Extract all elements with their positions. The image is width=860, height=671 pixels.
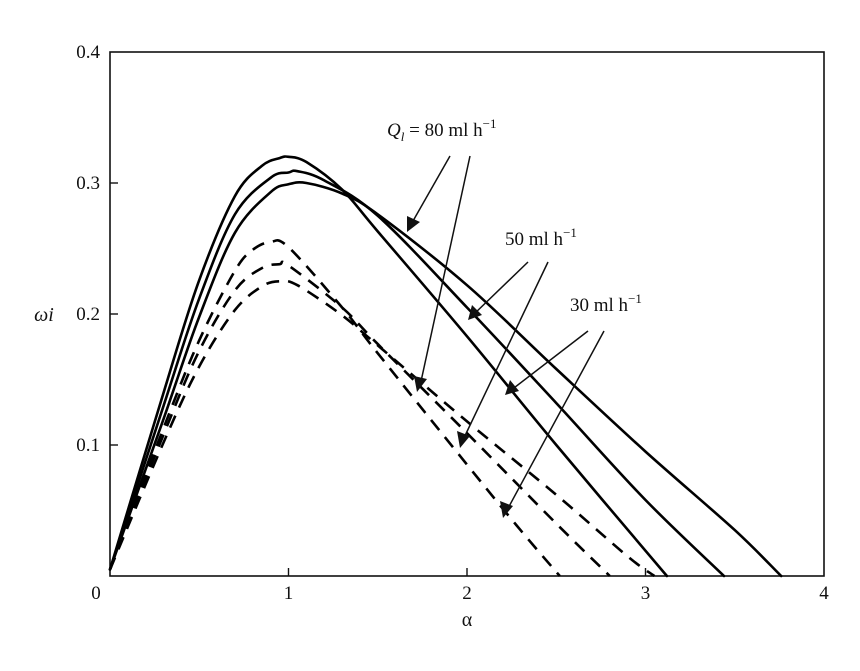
pointers xyxy=(407,155,605,518)
annotation-80: Ql = 80 ml h−1 xyxy=(387,116,496,144)
annotation-80-text: = 80 ml h xyxy=(404,120,483,141)
curve-dashed-30 xyxy=(108,239,561,577)
annotation-50-sup: −1 xyxy=(563,225,577,240)
pointer-30-dashed xyxy=(505,330,605,513)
x-tick-label-2: 2 xyxy=(462,583,472,604)
arrowhead-30-solid xyxy=(505,380,519,395)
arrowhead-80-solid xyxy=(407,216,420,232)
pointer-30-solid xyxy=(509,330,589,392)
x-axis-label: α xyxy=(462,609,473,631)
curve-dashed-80 xyxy=(108,279,656,578)
pointer-80-dashed xyxy=(419,155,471,387)
x-tick-label-4: 4 xyxy=(819,583,829,604)
x-ticks xyxy=(287,568,647,576)
arrowhead-50-solid xyxy=(468,305,482,320)
y-axis-label: ωi xyxy=(34,304,54,326)
annotation-80-sub: l xyxy=(401,129,405,144)
y-tick-label-0.4: 0.4 xyxy=(76,42,100,63)
y-axis-label-symbol: ωi xyxy=(34,304,54,326)
arrowhead-50-dashed xyxy=(457,431,470,448)
curve-solid-30 xyxy=(108,155,669,578)
annotation-80-q: Q xyxy=(387,120,401,141)
annotation-50-text: 50 ml h xyxy=(505,229,564,250)
x-tick-label-3: 3 xyxy=(641,583,651,604)
annotation-30-sup: −1 xyxy=(628,291,642,306)
arrowhead-80-dashed xyxy=(414,376,427,392)
y-tick-label-0.1: 0.1 xyxy=(76,435,100,456)
annotation-50: 50 ml h−1 xyxy=(505,225,577,250)
y-ticks xyxy=(110,182,118,446)
annotation-80-sup: −1 xyxy=(483,116,497,131)
pointer-50-dashed xyxy=(461,261,549,443)
annotation-30-text: 30 ml h xyxy=(570,295,629,316)
curve-solid-80 xyxy=(108,181,783,578)
y-tick-label-0.2: 0.2 xyxy=(76,304,100,325)
curve-solid-50 xyxy=(108,169,726,578)
arrowhead-30-dashed xyxy=(500,501,513,518)
curves-group xyxy=(108,155,783,578)
curve-dashed-50 xyxy=(108,260,611,577)
pointer-80-solid xyxy=(408,155,451,229)
pointer-50-solid xyxy=(471,261,529,317)
y-tick-label-0.3: 0.3 xyxy=(76,173,100,194)
annotation-30: 30 ml h−1 xyxy=(570,291,642,316)
x-tick-label-0: 0 xyxy=(91,583,101,604)
x-tick-label-1: 1 xyxy=(284,583,294,604)
